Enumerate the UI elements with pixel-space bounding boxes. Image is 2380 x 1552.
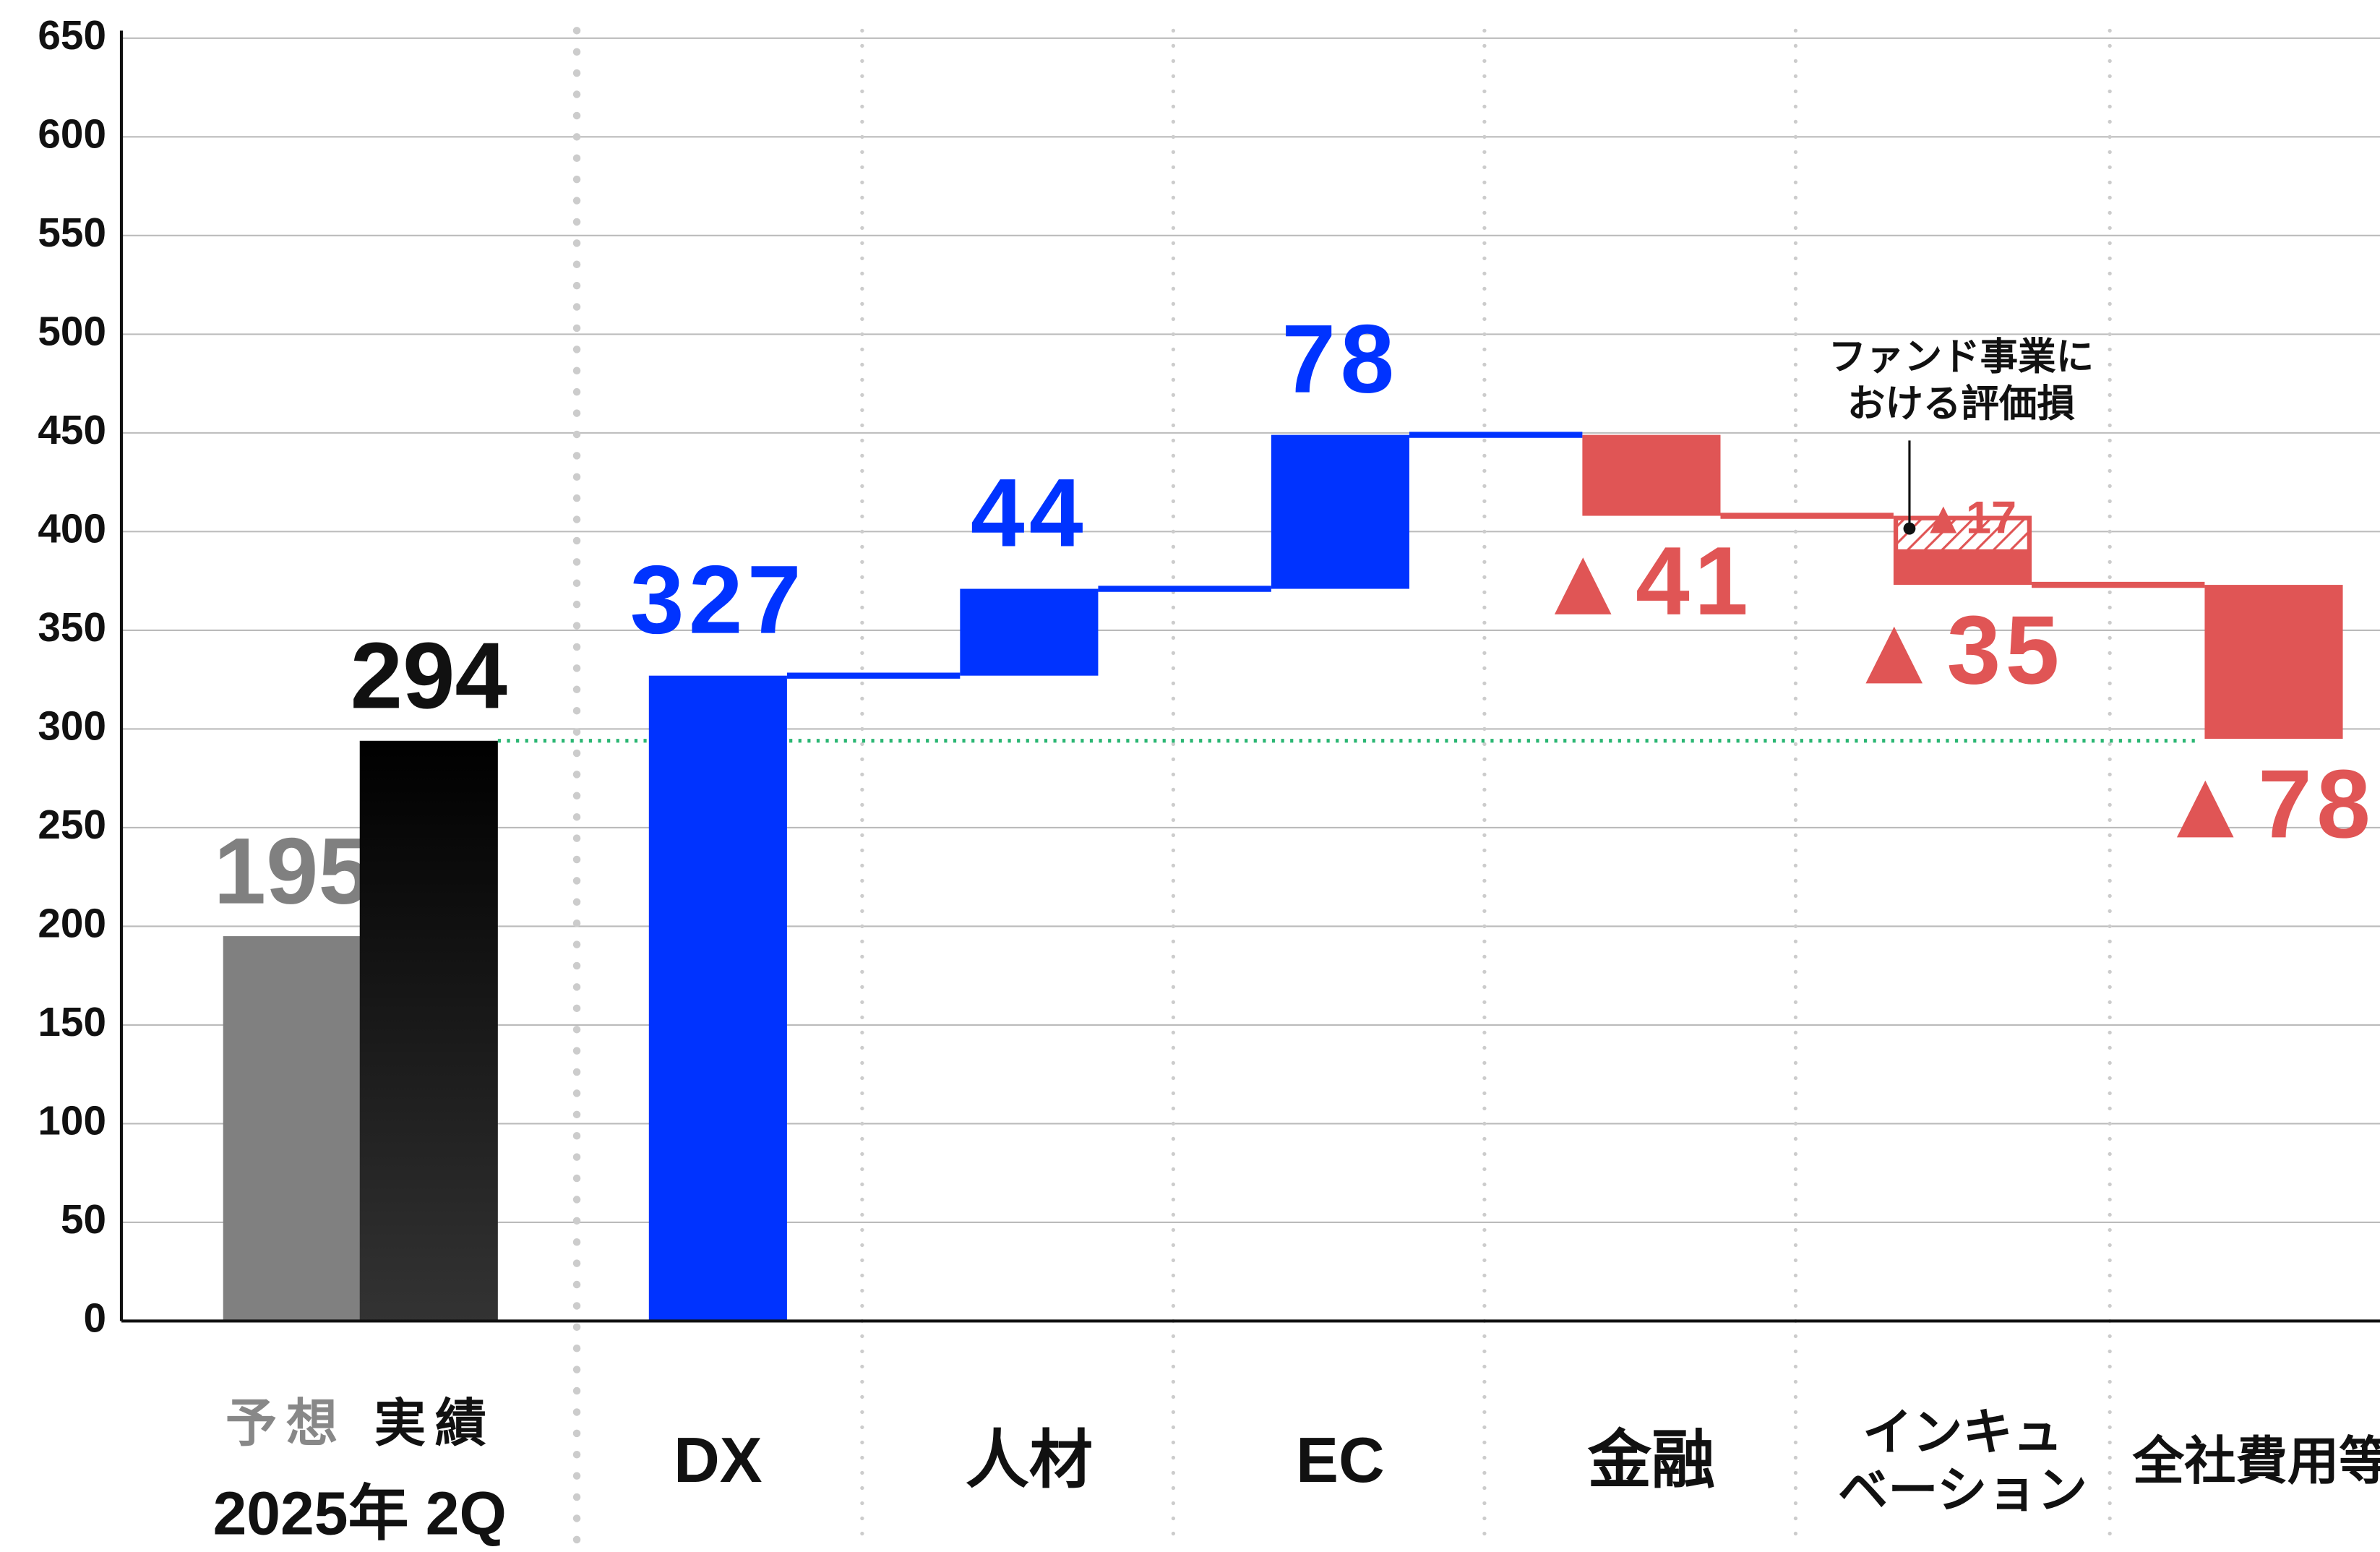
leader-dot (1903, 522, 1916, 535)
group-category-label: 実績 (374, 1394, 496, 1452)
y-tick-label: 400 (38, 506, 106, 552)
x-tick-label: 全社費用等 (2132, 1433, 2380, 1491)
waterfall-bar (2204, 585, 2343, 739)
annotation-value-label: ▲17 (1921, 492, 2016, 543)
y-tick-label: 550 (38, 210, 106, 256)
hatched-portion (1898, 520, 2027, 549)
value-label: 44 (971, 459, 1088, 567)
x-tick-label: インキュベーション (1838, 1404, 2087, 1518)
y-tick-label: 500 (38, 309, 106, 354)
group-category-label: 予想 (225, 1394, 347, 1452)
y-tick-label: 300 (38, 703, 106, 749)
y-tick-label: 0 (83, 1295, 106, 1341)
value-label: 195 (214, 818, 371, 924)
value-label: 78 (1281, 305, 1399, 413)
value-label: ▲78 (2157, 750, 2375, 858)
waterfall-bar (960, 588, 1099, 676)
y-tick-label: 250 (38, 802, 106, 848)
y-tick-label: 100 (38, 1098, 106, 1144)
y-tick-label: 50 (61, 1197, 106, 1243)
value-label: 294 (351, 622, 507, 728)
waterfall-bar (648, 675, 787, 1321)
value-label: ▲35 (1846, 596, 2063, 704)
value-label: 327 (630, 546, 806, 654)
y-tick-label: 650 (38, 13, 106, 59)
x-tick-label: DX (674, 1424, 762, 1496)
annotation-text: ファンド事業における評価損 (1829, 335, 2095, 425)
group-label: 2025年 2Q (213, 1480, 507, 1548)
value-label: ▲41 (1535, 527, 1753, 635)
baseline-bar (223, 936, 361, 1321)
waterfall-bar (1271, 434, 1409, 589)
waterfall-bar (1582, 434, 1721, 516)
y-tick-label: 600 (38, 111, 106, 157)
x-tick-label: 人材 (966, 1424, 1093, 1496)
y-tick-label: 350 (38, 605, 106, 651)
baseline-bar (359, 740, 498, 1321)
x-tick-label: EC (1296, 1424, 1385, 1496)
y-tick-label: 150 (38, 1000, 106, 1045)
y-tick-label: 450 (38, 408, 106, 453)
x-tick-label: 金融 (1588, 1424, 1715, 1496)
y-tick-label: 200 (38, 901, 106, 946)
